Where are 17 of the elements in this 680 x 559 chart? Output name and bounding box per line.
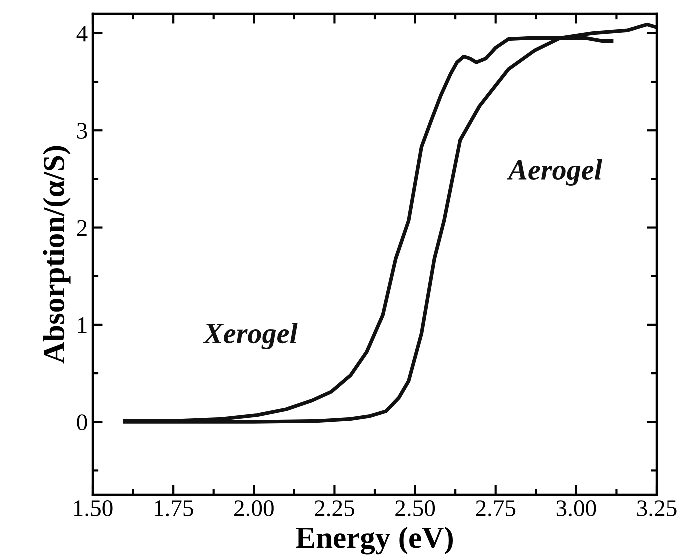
x-tick-label: 2.75 [476, 500, 516, 517]
y-tick-label: 1 [78, 318, 87, 334]
x-tick-label: 3.00 [556, 500, 596, 517]
y-tick-label: 4 [76, 26, 88, 42]
x-tick-label: 2.00 [234, 500, 274, 517]
y-tick-label: 3 [77, 123, 88, 140]
x-axis-title: Energy (eV) [296, 526, 453, 555]
y-tick-label: 2 [77, 220, 87, 236]
series-label: Xerogel [203, 323, 298, 350]
x-tick-label: 3.25 [637, 500, 677, 517]
y-tick-label: 0 [77, 414, 88, 431]
x-tick-label: 1.75 [154, 500, 194, 517]
series-label: Aerogel [506, 160, 602, 186]
x-tick-label: 2.25 [315, 500, 354, 517]
y-axis-title: Absorption/(α/S) [43, 146, 71, 364]
x-tick-label: 2.50 [396, 500, 436, 517]
x-tick-label: 1.50 [74, 500, 113, 517]
